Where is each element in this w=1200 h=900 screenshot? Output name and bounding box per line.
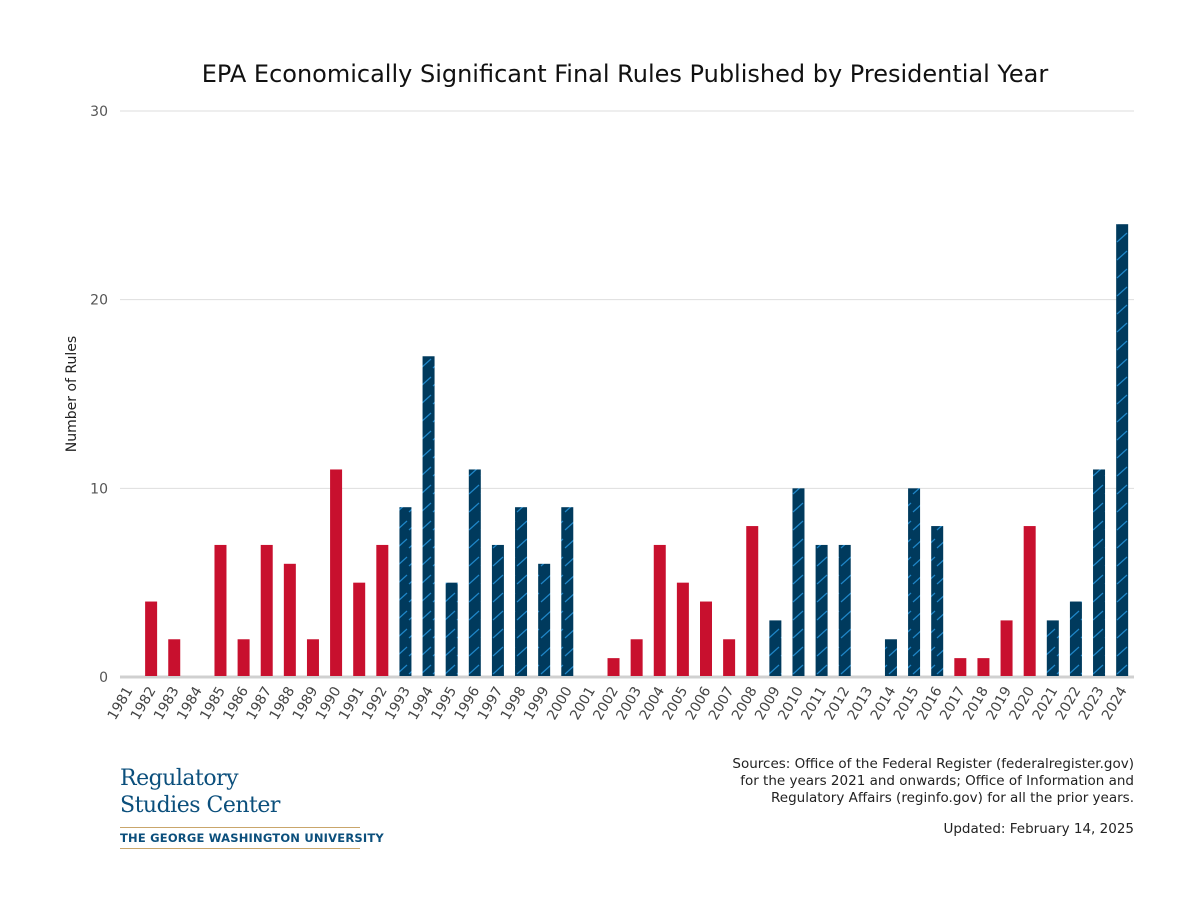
chart-title: EPA Economically Significant Final Rules… <box>201 60 1049 88</box>
bar-2015 <box>908 488 921 676</box>
sources-line-1: Sources: Office of the Federal Register … <box>732 756 1134 772</box>
bar-2017 <box>954 658 967 676</box>
y-tick-label: 20 <box>90 293 108 309</box>
bar-2009 <box>769 620 782 676</box>
bar-1996 <box>468 469 481 676</box>
bar-2018 <box>977 658 990 676</box>
bar-1990 <box>330 469 343 676</box>
updated-date: Updated: February 14, 2025 <box>943 821 1134 837</box>
bar-1982 <box>145 601 158 676</box>
bar-1988 <box>283 563 296 676</box>
bar-2011 <box>815 544 828 676</box>
bar-1992 <box>376 544 389 676</box>
sources-note: Sources: Office of the Federal Register … <box>732 756 1134 807</box>
y-tick-label: 10 <box>90 481 108 497</box>
bar-1997 <box>491 544 504 676</box>
bar-2008 <box>746 526 759 676</box>
bar-2020 <box>1023 526 1036 676</box>
bar-2004 <box>653 544 666 676</box>
bar-2010 <box>792 488 805 676</box>
bar-1994 <box>422 356 435 676</box>
bar-2014 <box>884 639 897 676</box>
bar-2023 <box>1093 469 1106 676</box>
bar-2005 <box>676 582 689 676</box>
bar-1986 <box>237 639 250 676</box>
y-tick-label: 0 <box>99 670 108 686</box>
sources-line-2: for the years 2021 and onwards; Office o… <box>740 773 1134 789</box>
regulatory-studies-center-logo: Regulatory Studies Center THE GEORGE WAS… <box>120 765 384 849</box>
bar-2002 <box>607 658 620 676</box>
logo-university: THE GEORGE WASHINGTON UNIVERSITY <box>120 831 384 845</box>
bar-2021 <box>1046 620 1059 676</box>
bar-2003 <box>630 639 643 676</box>
y-tick-label: 30 <box>90 104 108 120</box>
bar-1995 <box>445 582 458 676</box>
bar-2024 <box>1116 224 1129 676</box>
logo-line2: Studies Center <box>120 793 280 818</box>
logo-line1: Regulatory <box>120 766 239 791</box>
bar-1983 <box>168 639 181 676</box>
sources-line-3: Regulatory Affairs (reginfo.gov) for all… <box>771 790 1134 806</box>
bar-1989 <box>306 639 319 676</box>
bar-2022 <box>1069 601 1082 676</box>
bar-2007 <box>723 639 736 676</box>
bar-1987 <box>260 544 273 676</box>
bar-1993 <box>399 507 412 676</box>
bar-1985 <box>214 544 227 676</box>
bar-1998 <box>515 507 528 676</box>
bar-1999 <box>538 563 551 676</box>
bar-2016 <box>931 526 944 676</box>
bar-2006 <box>700 601 712 676</box>
bar-2000 <box>561 507 574 676</box>
bar-2019 <box>1000 620 1013 676</box>
bar-1991 <box>353 582 366 676</box>
bar-2012 <box>838 544 851 676</box>
y-axis-label: Number of Rules <box>64 336 80 452</box>
x-tick-label: 2024 <box>1099 684 1131 723</box>
